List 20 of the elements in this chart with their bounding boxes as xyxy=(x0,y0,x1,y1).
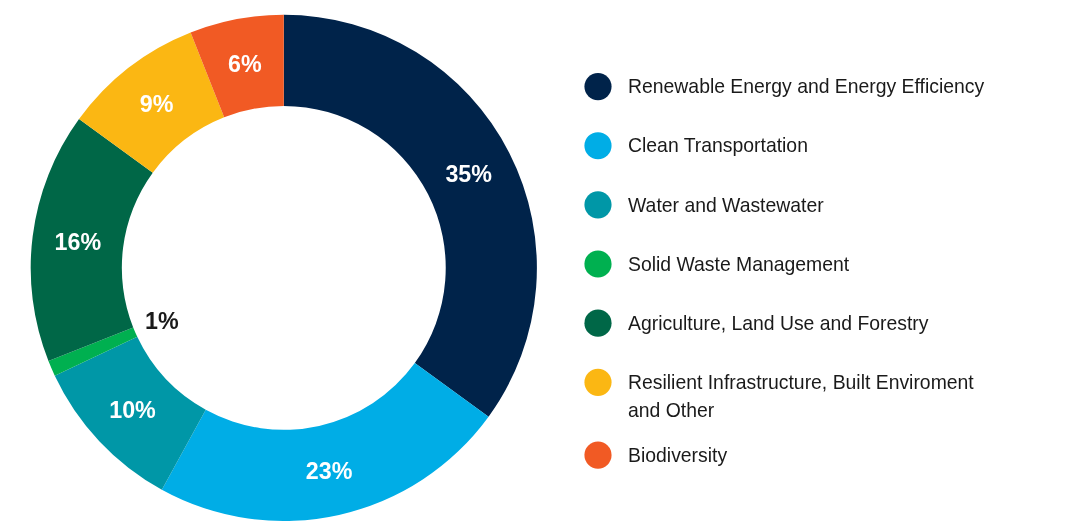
data-label: 6% xyxy=(228,51,263,78)
data-label: 23% xyxy=(305,457,353,484)
legend-label: Clean Transportation xyxy=(628,134,808,157)
donut-slice xyxy=(54,336,206,490)
legend-label: Solid Waste Management xyxy=(628,252,850,275)
donut-slice xyxy=(48,327,138,376)
donut-slice xyxy=(161,363,489,521)
data-label: 1% xyxy=(145,307,179,334)
donut-slice xyxy=(79,32,225,173)
donut-slice xyxy=(190,14,284,118)
legend-label: Biodiversity xyxy=(628,443,728,466)
legend-label: Renewable Energy and Energy Efficiency xyxy=(628,75,985,98)
data-label: 35% xyxy=(445,160,493,187)
data-label: 10% xyxy=(109,397,157,424)
legend-label: Water and Wastewater xyxy=(628,193,825,216)
donut-slice xyxy=(283,14,537,417)
legend-label: Agriculture, Land Use and Forestry xyxy=(628,311,929,334)
legend-label: Resilient Infrastructure, Built Enviroment and Other xyxy=(628,371,975,422)
data-label: 16% xyxy=(54,229,102,256)
data-label: 9% xyxy=(139,91,174,118)
